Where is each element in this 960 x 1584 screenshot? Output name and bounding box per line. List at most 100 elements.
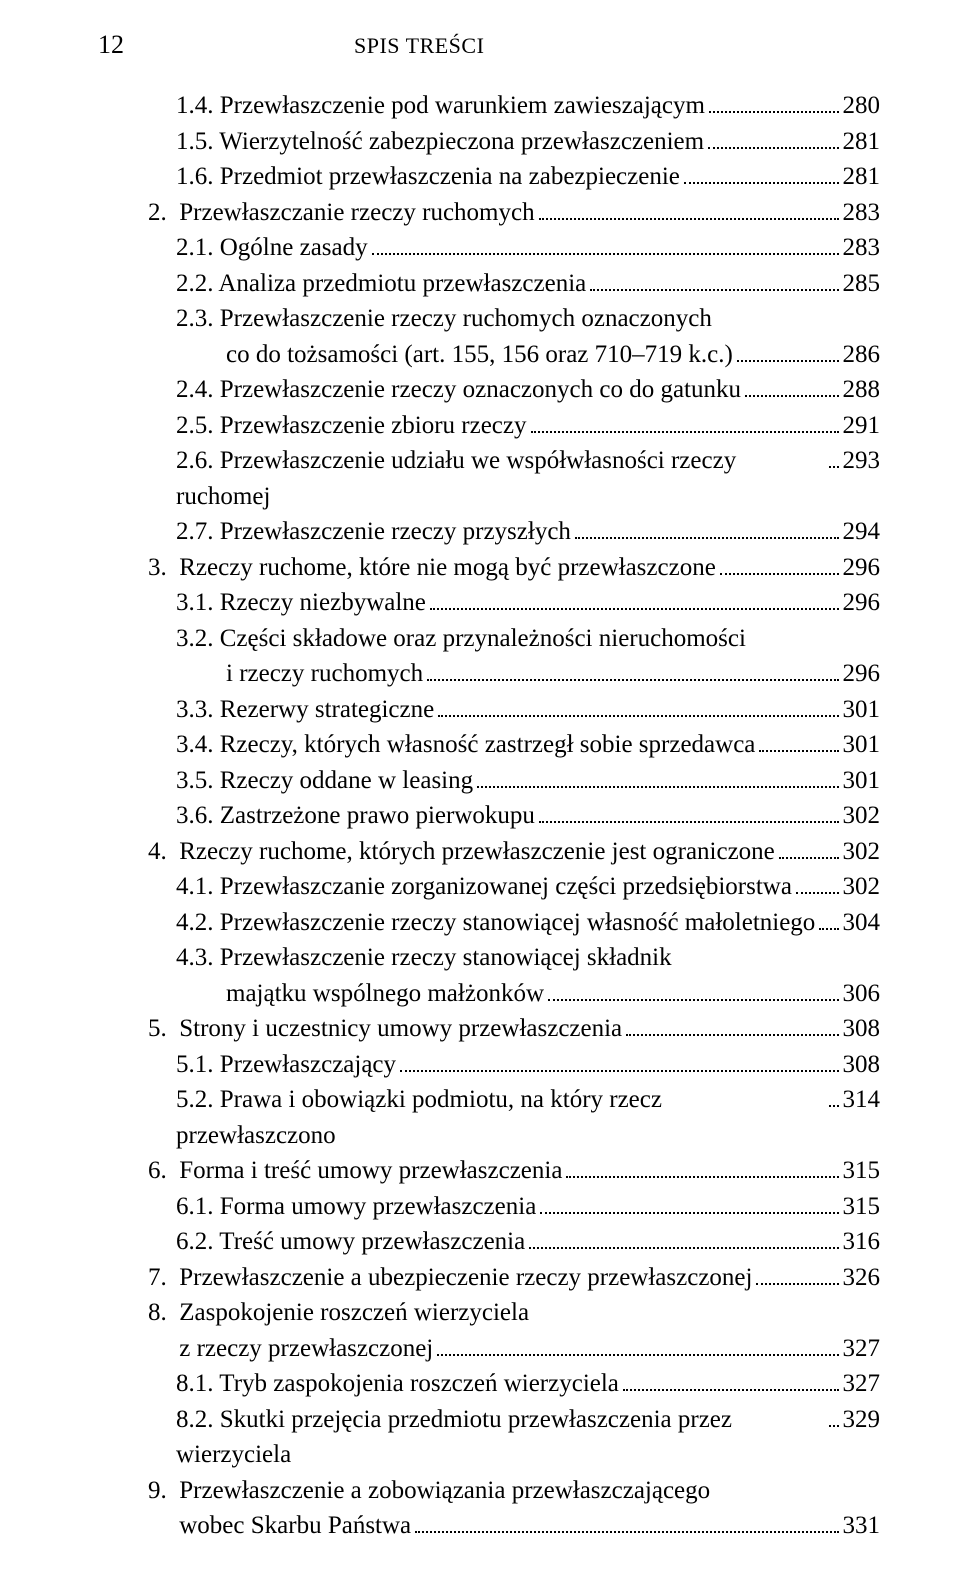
toc-entry-label: 6.1. Forma umowy przewłaszczenia [176,1189,536,1225]
toc-entry: 3.2. Części składowe oraz przynależności… [98,621,880,657]
toc-leader-dots [539,201,839,219]
toc-entry-label: 8.2. Skutki przejęcia przedmiotu przewła… [176,1402,825,1473]
toc-entry-label: 2.1. Ogólne zasady [176,230,368,266]
toc-leader-dots [708,130,838,148]
toc-entry-page: 331 [843,1508,881,1544]
toc-entry: 2.2. Analiza przedmiotu przewłaszczenia 2… [98,266,880,302]
toc-entry: z rzeczy przewłaszczonej327 [98,1331,880,1367]
toc-entry-label: 9. Przewłaszczenie a zobowiązania przewł… [148,1473,710,1509]
toc-entry: 4.3. Przewłaszczenie rzeczy stanowiącej … [98,940,880,976]
toc-leader-dots [372,237,839,255]
toc-entry-page: 306 [843,976,881,1012]
toc-entry-page: 301 [843,763,881,799]
toc-entry-page: 296 [843,585,881,621]
toc-entry: 3.1. Rzeczy niezbywalne296 [98,585,880,621]
toc-leader-dots [430,592,839,610]
toc-entry-page: 293 [843,443,881,479]
toc-leader-dots [829,1408,839,1426]
toc-entry-label: 3. Rzeczy ruchome, które nie mogą być pr… [148,550,716,586]
toc-entry-page: 302 [843,869,881,905]
toc-entry-page: 281 [843,159,881,195]
toc-leader-dots [427,663,838,681]
toc-entry: 3. Rzeczy ruchome, które nie mogą być pr… [98,550,880,586]
toc-entry-label: 5.1. Przewłaszczający [176,1047,396,1083]
toc-entry-label: 2. Przewłaszczanie rzeczy ruchomych [148,195,535,231]
toc-entry-page: 283 [843,195,881,231]
toc-entry-label: 5. Strony i uczestnicy umowy przewłaszcz… [148,1011,622,1047]
toc-entry-label: 8. Zaspokojenie roszczeń wierzyciela [148,1295,529,1331]
toc-entry: 3.3. Rezerwy strategiczne301 [98,692,880,728]
toc-entry: 4.2. Przewłaszczenie rzeczy stanowiącej … [98,905,880,941]
toc-entry: 2.6. Przewłaszczenie udziału we współwła… [98,443,880,514]
toc-leader-dots [720,556,839,574]
toc-leader-dots [745,379,838,397]
toc-entry: 3.4. Rzeczy, których własność zastrzegł … [98,727,880,763]
toc-entry: 3.6. Zastrzeżone prawo pierwokupu302 [98,798,880,834]
toc-leader-dots [575,521,839,539]
toc-entry-page: 281 [843,124,881,160]
toc-entry-label: 4. Rzeczy ruchome, których przewłaszczen… [148,834,775,870]
toc-leader-dots [415,1515,838,1533]
toc-entry-label: 7. Przewłaszczenie a ubezpieczenie rzecz… [148,1260,752,1296]
toc-entry-label: 8.1. Tryb zaspokojenia roszczeń wierzyci… [176,1366,619,1402]
toc-leader-dots [737,343,839,361]
toc-entry-page: 288 [843,372,881,408]
toc-leader-dots [438,698,838,716]
toc-leader-dots [400,1053,838,1071]
toc-leader-dots [437,1337,838,1355]
toc-entry: 5.1. Przewłaszczający 308 [98,1047,880,1083]
toc-leader-dots [684,166,839,184]
toc-entry: 1.5. Wierzytelność zabezpieczona przewła… [98,124,880,160]
toc-entry-label: 3.5. Rzeczy oddane w leasing [176,763,473,799]
toc-leader-dots [590,272,838,290]
table-of-contents: 1.4. Przewłaszczenie pod warunkiem zawie… [98,88,880,1544]
toc-entry: 2.1. Ogólne zasady 283 [98,230,880,266]
toc-entry-page: 283 [843,230,881,266]
toc-entry: 8. Zaspokojenie roszczeń wierzyciela [98,1295,880,1331]
toc-entry-label: 2.2. Analiza przedmiotu przewłaszczenia [176,266,586,302]
toc-entry-label: 5.2. Prawa i obowiązki podmiotu, na któr… [176,1082,825,1153]
toc-leader-dots [531,414,839,432]
toc-entry-label: 4.3. Przewłaszczenie rzeczy stanowiącej … [176,940,672,976]
toc-entry-label: 3.3. Rezerwy strategiczne [176,692,434,728]
toc-entry-label: co do tożsamości (art. 155, 156 oraz 710… [226,337,733,373]
toc-entry-page: 301 [843,727,881,763]
toc-entry-label: wobec Skarbu Państwa [148,1508,411,1544]
toc-entry: 6.1. Forma umowy przewłaszczenia315 [98,1189,880,1225]
toc-entry-page: 314 [843,1082,881,1118]
toc-entry: 5.2. Prawa i obowiązki podmiotu, na któr… [98,1082,880,1153]
toc-entry-page: 327 [843,1366,881,1402]
toc-leader-dots [540,1195,838,1213]
toc-leader-dots [477,769,838,787]
toc-leader-dots [759,734,838,752]
toc-entry-label: majątku wspólnego małżonków [226,976,544,1012]
toc-entry-label: 2.6. Przewłaszczenie udziału we współwła… [176,443,825,514]
toc-entry: 2. Przewłaszczanie rzeczy ruchomych 283 [98,195,880,231]
toc-entry-page: 308 [843,1011,881,1047]
toc-entry-label: 4.1. Przewłaszczanie zorganizowanej częś… [176,869,792,905]
toc-entry-page: 296 [843,550,881,586]
toc-entry: 6. Forma i treść umowy przewłaszczenia31… [98,1153,880,1189]
toc-leader-dots [779,840,839,858]
toc-entry: 2.3. Przewłaszczenie rzeczy ruchomych oz… [98,301,880,337]
toc-entry: wobec Skarbu Państwa 331 [98,1508,880,1544]
toc-entry: 2.7. Przewłaszczenie rzeczy przyszłych29… [98,514,880,550]
toc-entry-label: 2.5. Przewłaszczenie zbioru rzeczy [176,408,527,444]
toc-leader-dots [548,982,839,1000]
page-container: 12 SPIS TREŚCI 1.4. Przewłaszczenie pod … [0,0,960,1584]
toc-entry-label: 3.6. Zastrzeżone prawo pierwokupu [176,798,535,834]
toc-entry-label: 2.7. Przewłaszczenie rzeczy przyszłych [176,514,571,550]
toc-entry: majątku wspólnego małżonków 306 [98,976,880,1012]
toc-entry: 8.1. Tryb zaspokojenia roszczeń wierzyci… [98,1366,880,1402]
toc-entry-label: 4.2. Przewłaszczenie rzeczy stanowiącej … [176,905,815,941]
toc-leader-dots [566,1160,838,1178]
toc-leader-dots [626,1018,838,1036]
toc-entry: 4.1. Przewłaszczanie zorganizowanej częś… [98,869,880,905]
toc-leader-dots [709,95,839,113]
toc-leader-dots [539,805,839,823]
toc-entry: 8.2. Skutki przejęcia przedmiotu przewła… [98,1402,880,1473]
running-head: 12 SPIS TREŚCI [98,30,880,60]
toc-entry: 1.4. Przewłaszczenie pod warunkiem zawie… [98,88,880,124]
toc-entry-page: 308 [843,1047,881,1083]
toc-entry-page: 285 [843,266,881,302]
